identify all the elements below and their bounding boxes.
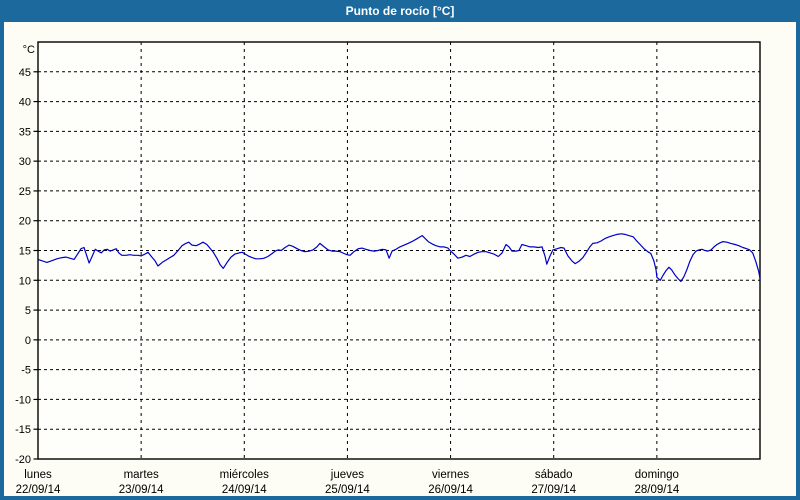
- x-date-label: 27/09/14: [531, 484, 576, 496]
- dew-point-line: [37, 233, 761, 283]
- chart-title-bar: Punto de rocío [°C]: [0, 0, 800, 22]
- y-tick-label: -20: [15, 454, 31, 466]
- y-tick-label: 20: [19, 216, 31, 228]
- y-tick-label: 40: [19, 97, 31, 109]
- y-tick-label: 45: [19, 67, 31, 79]
- x-date-label: 22/09/14: [16, 484, 61, 496]
- chart-title: Punto de rocío [°C]: [345, 4, 455, 18]
- y-tick-label: 30: [19, 156, 31, 168]
- x-day-label: viernes: [432, 469, 469, 481]
- x-date-label: 25/09/14: [325, 484, 370, 496]
- x-day-label: domingo: [635, 469, 679, 481]
- y-tick-label: 25: [19, 186, 31, 198]
- x-day-label: jueves: [330, 469, 364, 481]
- x-day-label: lunes: [24, 469, 52, 481]
- y-tick-label: 15: [19, 246, 31, 258]
- y-tick-label: -15: [15, 424, 31, 436]
- y-tick-label: 10: [19, 275, 31, 287]
- y-tick-label: -10: [15, 394, 31, 406]
- y-axis-unit-label: °C: [23, 44, 35, 56]
- x-date-label: 28/09/14: [634, 484, 679, 496]
- y-tick-label: -5: [21, 365, 31, 377]
- y-tick-label: 35: [19, 126, 31, 138]
- x-day-label: sábado: [535, 469, 573, 481]
- x-date-label: 23/09/14: [119, 484, 164, 496]
- x-date-label: 26/09/14: [428, 484, 473, 496]
- x-day-label: miércoles: [220, 469, 269, 481]
- y-tick-label: 5: [25, 305, 31, 317]
- plot-frame: [37, 41, 761, 460]
- x-day-label: martes: [124, 469, 159, 481]
- y-tick-label: 0: [25, 335, 31, 347]
- x-date-label: 24/09/14: [222, 484, 267, 496]
